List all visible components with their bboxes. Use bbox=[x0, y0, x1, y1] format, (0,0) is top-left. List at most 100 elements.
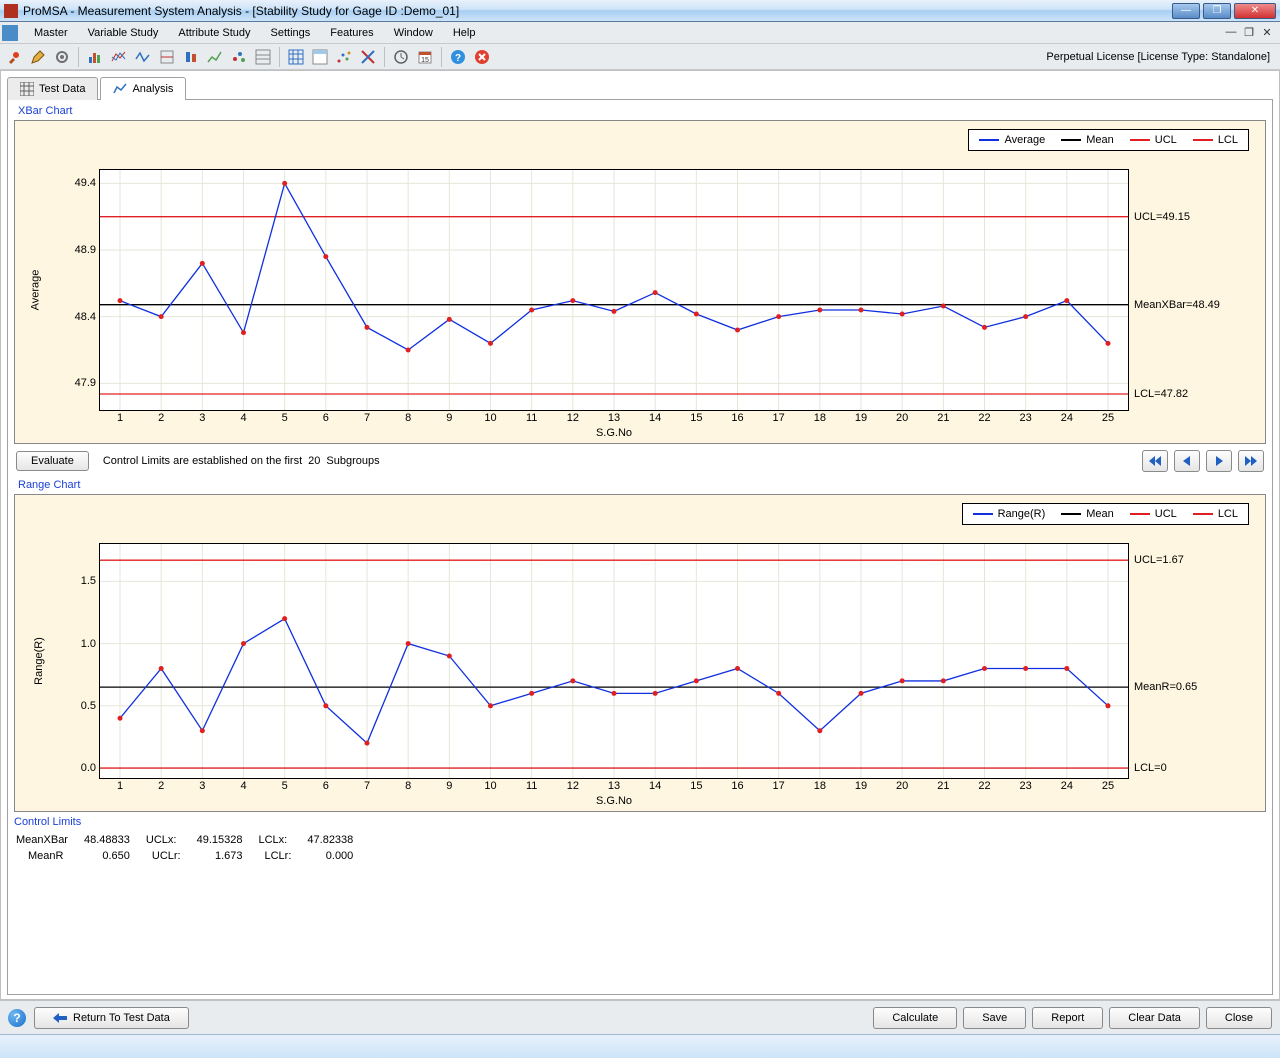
toolbar-chart8-icon[interactable] bbox=[253, 47, 273, 67]
workarea: Test Data Analysis XBar Chart Average Me… bbox=[0, 70, 1280, 1000]
cl-uclx-label: UCLx: bbox=[146, 833, 195, 847]
svg-text:15: 15 bbox=[421, 57, 429, 64]
xbar-title: XBar Chart bbox=[14, 103, 1266, 119]
legend-avg: Average bbox=[1004, 134, 1045, 146]
tabs: Test Data Analysis bbox=[7, 75, 1273, 99]
app-menu-icon bbox=[2, 25, 18, 41]
range-xlabel: S.G.No bbox=[99, 795, 1129, 807]
cl-lclr-value: 0.000 bbox=[307, 849, 367, 863]
cl-lclr-label: LCLr: bbox=[259, 849, 306, 863]
legend-mean: Mean bbox=[1086, 508, 1114, 520]
evaluate-count: 20 bbox=[308, 455, 320, 467]
xbar-plot bbox=[100, 170, 1128, 410]
toolbar-pin-icon[interactable] bbox=[4, 47, 24, 67]
menu-attribute-study[interactable]: Attribute Study bbox=[168, 24, 260, 42]
toolbar-grid-icon[interactable] bbox=[286, 47, 306, 67]
toolbar-chart2-icon[interactable] bbox=[109, 47, 129, 67]
legend-lcl: LCL bbox=[1218, 134, 1238, 146]
cl-meanxbar-value: 48.48833 bbox=[84, 833, 144, 847]
statusbar bbox=[0, 1034, 1280, 1058]
chart-icon bbox=[113, 82, 127, 96]
doc-minimize-button[interactable]: — bbox=[1224, 26, 1238, 39]
legend-ucl: UCL bbox=[1155, 508, 1177, 520]
nav-first-button[interactable] bbox=[1142, 450, 1168, 472]
range-chart: Range(R) Mean UCL LCL Range(R) 0.00.51.0… bbox=[14, 494, 1266, 812]
control-limits: Control Limits MeanXBar 48.48833 UCLx: 4… bbox=[14, 812, 1266, 867]
menu-variable-study[interactable]: Variable Study bbox=[78, 24, 169, 42]
range-legend: Range(R) Mean UCL LCL bbox=[962, 503, 1249, 525]
toolbar-chart7-icon[interactable] bbox=[229, 47, 249, 67]
menubar: Master Variable Study Attribute Study Se… bbox=[0, 22, 1280, 44]
menu-settings[interactable]: Settings bbox=[261, 24, 321, 42]
cl-meanr-value: 0.650 bbox=[84, 849, 144, 863]
toolbar-chart5-icon[interactable] bbox=[181, 47, 201, 67]
evaluate-text-a: Control Limits are established on the fi… bbox=[103, 455, 302, 467]
toolbar-table-icon[interactable] bbox=[310, 47, 330, 67]
titlebar: ProMSA - Measurement System Analysis - [… bbox=[0, 0, 1280, 22]
toolbar-scatter-icon[interactable] bbox=[334, 47, 354, 67]
control-limits-title: Control Limits bbox=[14, 816, 1266, 831]
window-close-button[interactable]: ✕ bbox=[1234, 3, 1276, 19]
toolbar-chart6-icon[interactable] bbox=[205, 47, 225, 67]
legend-mean: Mean bbox=[1086, 134, 1114, 146]
close-button[interactable]: Close bbox=[1206, 1007, 1272, 1029]
return-label: Return To Test Data bbox=[73, 1012, 170, 1024]
tab-test-data[interactable]: Test Data bbox=[7, 77, 98, 100]
cl-uclr-label: UCLr: bbox=[146, 849, 195, 863]
doc-restore-button[interactable]: ❐ bbox=[1242, 26, 1256, 39]
toolbar-chart3-icon[interactable] bbox=[133, 47, 153, 67]
save-button[interactable]: Save bbox=[963, 1007, 1026, 1029]
bottombar: ? Return To Test Data Calculate Save Rep… bbox=[0, 1000, 1280, 1034]
app-icon bbox=[4, 4, 18, 18]
cl-lclx-value: 47.82338 bbox=[307, 833, 367, 847]
evaluate-button[interactable]: Evaluate bbox=[16, 451, 89, 471]
xbar-ylabel: Average bbox=[29, 270, 41, 311]
return-button[interactable]: Return To Test Data bbox=[34, 1007, 189, 1029]
nav-last-button[interactable] bbox=[1238, 450, 1264, 472]
menu-window[interactable]: Window bbox=[384, 24, 443, 42]
grid-icon bbox=[20, 82, 34, 96]
menu-features[interactable]: Features bbox=[320, 24, 383, 42]
toolbar-chart1-icon[interactable] bbox=[85, 47, 105, 67]
toolbar-cross-icon[interactable] bbox=[358, 47, 378, 67]
toolbar-pencil-icon[interactable] bbox=[28, 47, 48, 67]
svg-text:?: ? bbox=[455, 53, 461, 64]
window-maximize-button[interactable]: ❐ bbox=[1203, 3, 1231, 19]
cl-meanxbar-label: MeanXBar bbox=[16, 833, 82, 847]
evaluate-text-b: Subgroups bbox=[326, 455, 379, 467]
clear-data-button[interactable]: Clear Data bbox=[1109, 1007, 1200, 1029]
tab-label: Analysis bbox=[132, 83, 173, 95]
evaluate-row: Evaluate Control Limits are established … bbox=[14, 444, 1266, 478]
legend-lcl: LCL bbox=[1218, 508, 1238, 520]
cl-meanr-label: MeanR bbox=[16, 849, 82, 863]
report-button[interactable]: Report bbox=[1032, 1007, 1103, 1029]
toolbar-calendar-icon[interactable]: 15 bbox=[415, 47, 435, 67]
toolbar-help-icon[interactable]: ? bbox=[448, 47, 468, 67]
toolbar-clock-icon[interactable] bbox=[391, 47, 411, 67]
toolbar-chart4-icon[interactable] bbox=[157, 47, 177, 67]
arrow-left-icon bbox=[53, 1013, 67, 1023]
nav-next-button[interactable] bbox=[1206, 450, 1232, 472]
cl-uclr-value: 1.673 bbox=[197, 849, 257, 863]
calculate-button[interactable]: Calculate bbox=[873, 1007, 957, 1029]
license-label: Perpetual License [License Type: Standal… bbox=[1046, 51, 1276, 63]
nav-prev-button[interactable] bbox=[1174, 450, 1200, 472]
tab-analysis[interactable]: Analysis bbox=[100, 77, 186, 100]
xbar-legend: Average Mean UCL LCL bbox=[968, 129, 1249, 151]
menu-master[interactable]: Master bbox=[24, 24, 78, 42]
cl-uclx-value: 49.15328 bbox=[197, 833, 257, 847]
range-ylabel: Range(R) bbox=[33, 637, 45, 685]
tab-label: Test Data bbox=[39, 83, 85, 95]
window-title: ProMSA - Measurement System Analysis - [… bbox=[23, 4, 1172, 18]
menu-help[interactable]: Help bbox=[443, 24, 486, 42]
doc-close-button[interactable]: ✕ bbox=[1260, 26, 1274, 39]
legend-ucl: UCL bbox=[1155, 134, 1177, 146]
toolbar-gear-icon[interactable] bbox=[52, 47, 72, 67]
toolbar: 15 ? Perpetual License [License Type: St… bbox=[0, 44, 1280, 70]
cl-lclx-label: LCLx: bbox=[259, 833, 306, 847]
range-plot bbox=[100, 544, 1128, 778]
toolbar-cancel-icon[interactable] bbox=[472, 47, 492, 67]
window-minimize-button[interactable]: — bbox=[1172, 3, 1200, 19]
xbar-chart: Average Mean UCL LCL Average 47.948.448.… bbox=[14, 120, 1266, 444]
legend-range: Range(R) bbox=[998, 508, 1046, 520]
